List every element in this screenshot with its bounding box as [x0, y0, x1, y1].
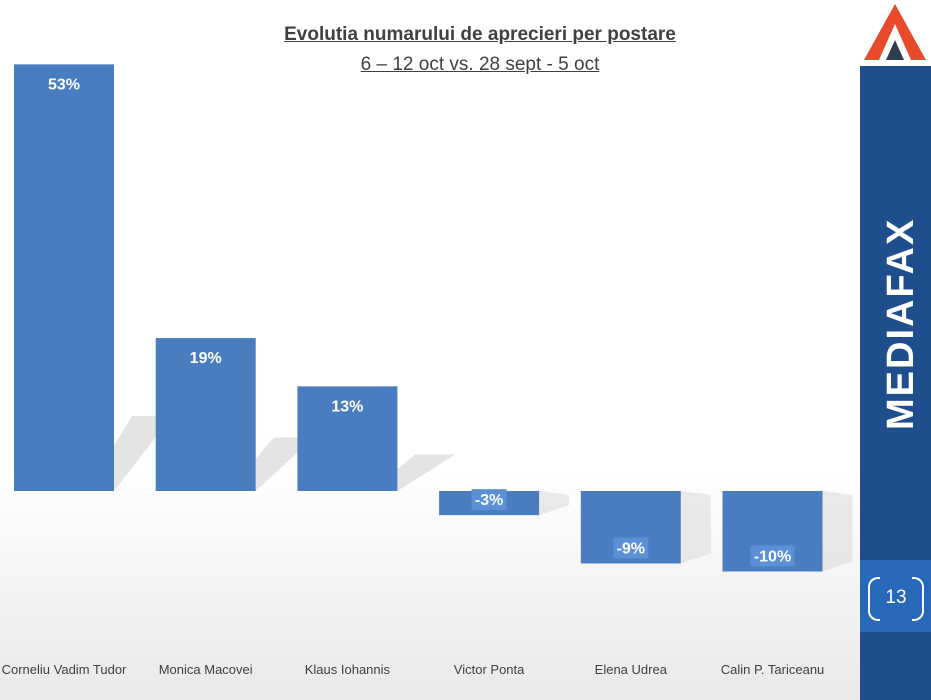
category-label: Monica Macovei	[159, 662, 253, 677]
bar-shadow	[822, 491, 853, 572]
bar-shadow	[539, 491, 570, 516]
bar-shadow	[397, 454, 456, 491]
bar	[14, 64, 114, 491]
bar-shadow	[680, 491, 711, 564]
data-label: 19%	[190, 350, 222, 367]
data-label-bg	[613, 537, 649, 559]
data-labels: 53% 19% 13% -3% -9% -10%	[48, 76, 795, 567]
category-label: Klaus Iohannis	[305, 662, 391, 677]
category-label: Calin P. Tariceanu	[721, 662, 825, 677]
chart-floor	[0, 470, 860, 700]
data-label: -9%	[617, 540, 645, 557]
brand-name: MEDIAFAX	[880, 217, 922, 430]
data-label: -3%	[475, 492, 503, 509]
data-label: 53%	[48, 76, 80, 93]
chart-title: Evolutia numarului de aprecieri per post…	[284, 24, 676, 45]
page-number: 13	[885, 587, 907, 608]
data-label-bg	[471, 489, 507, 511]
data-label: -10%	[754, 549, 791, 566]
data-label: 13%	[331, 398, 363, 415]
category-label: Corneliu Vadim Tudor	[2, 662, 127, 677]
chart-subtitle: 6 – 12 oct vs. 28 sept - 5 oct	[360, 54, 600, 75]
category-label: Victor Ponta	[454, 662, 525, 677]
bar	[155, 338, 256, 491]
bar	[297, 386, 398, 491]
data-label-bg	[750, 545, 795, 567]
category-labels: Corneliu Vadim Tudor Monica Macovei Klaus …	[2, 662, 825, 677]
page-number-box: 13	[868, 577, 924, 621]
mediafax-logo-icon	[864, 4, 926, 60]
category-label: Elena Udrea	[595, 662, 668, 677]
